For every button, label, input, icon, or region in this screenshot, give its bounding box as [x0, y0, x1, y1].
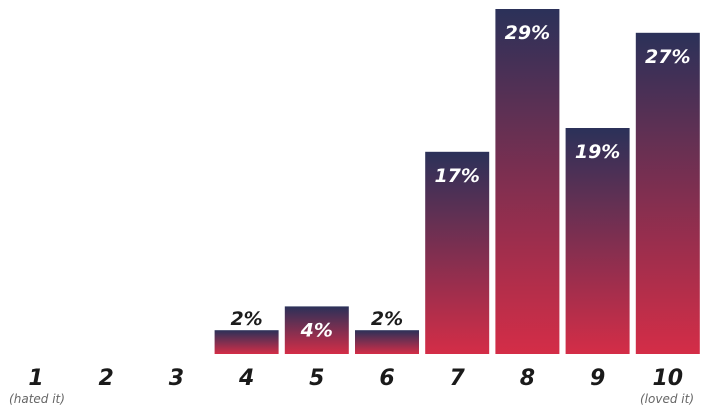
- category-label-4: 4: [238, 366, 254, 391]
- category-label-5: 5: [309, 366, 324, 391]
- bar-6: [355, 330, 419, 354]
- category-label-6: 6: [379, 366, 394, 391]
- value-label-7: 17%: [434, 165, 479, 187]
- category-label-7: 7: [450, 366, 466, 391]
- category-label-3: 3: [169, 366, 184, 391]
- value-label-10: 27%: [645, 46, 690, 68]
- value-label-4: 2%: [230, 308, 262, 330]
- value-labels-layer: 2% 4% 2% 17% 29% 19% 27%: [230, 22, 690, 341]
- high-end-note: (loved it): [640, 392, 694, 406]
- bar-5: [284, 306, 349, 354]
- category-label-8: 8: [520, 366, 535, 391]
- low-end-note: (hated it): [9, 392, 65, 406]
- bar-8: [495, 9, 560, 354]
- category-label-1: 1: [28, 366, 43, 391]
- category-label-9: 9: [590, 366, 605, 391]
- category-label-10: 10: [652, 366, 683, 391]
- value-label-8: 29%: [505, 22, 550, 44]
- category-label-2: 2: [99, 366, 114, 391]
- value-label-5: 4%: [300, 319, 333, 341]
- value-label-6: 2%: [371, 308, 403, 330]
- bar-4: [214, 330, 279, 354]
- bar-7: [425, 151, 490, 354]
- bar-9: [565, 128, 630, 354]
- value-label-9: 19%: [575, 141, 620, 163]
- bars-layer: [214, 9, 700, 355]
- bar-10: [635, 32, 700, 355]
- category-labels-layer: 1 2 3 4 5 6 7 8 9 10: [28, 366, 683, 391]
